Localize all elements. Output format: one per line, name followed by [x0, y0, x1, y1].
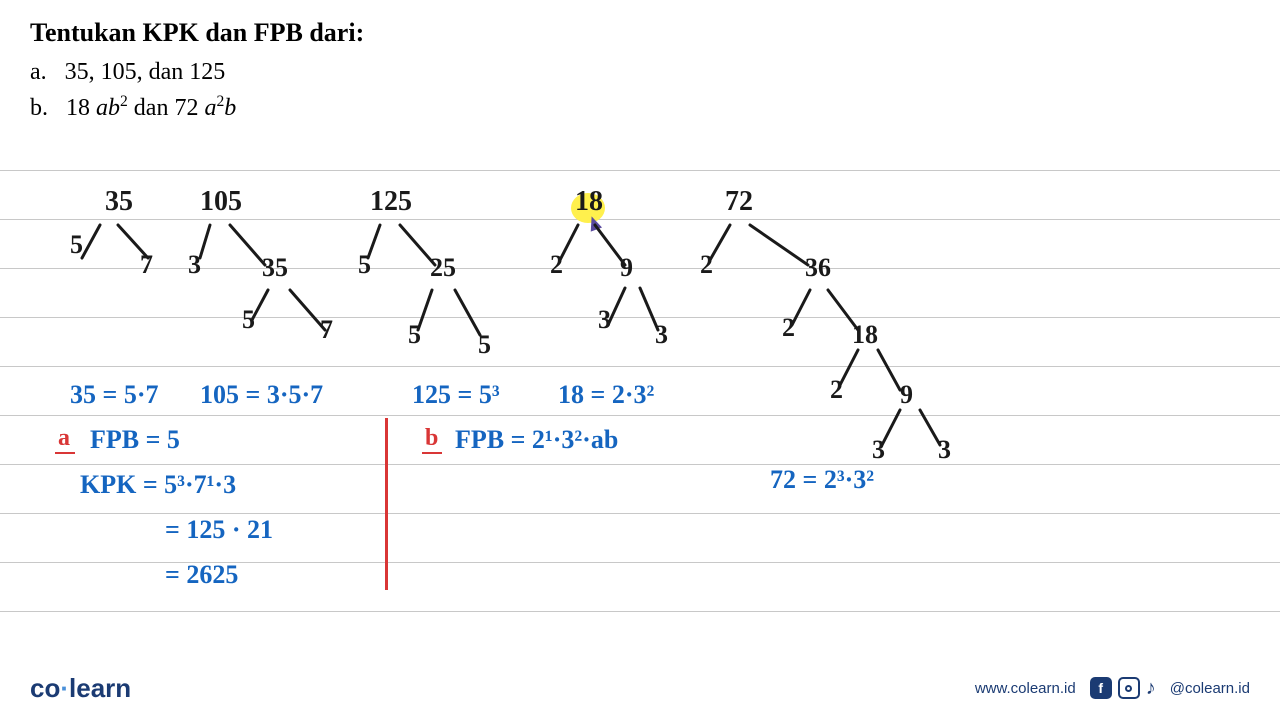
- tiktok-icon[interactable]: ♪: [1146, 677, 1156, 700]
- underline: [422, 452, 442, 454]
- question-block: Tentukan KPK dan FPB dari: a. 35, 105, d…: [0, 0, 1280, 136]
- brand-logo: co·learn: [30, 673, 131, 704]
- question-title: Tentukan KPK dan FPB dari:: [30, 18, 1250, 48]
- handwriting-text: FPB = 2¹·3²·ab: [455, 425, 618, 455]
- handwriting-text: FPB = 5: [90, 425, 180, 455]
- logo-text-1: co: [30, 673, 60, 703]
- underline: [55, 452, 75, 454]
- item-label-a: a.: [30, 59, 47, 85]
- handwriting-text: a: [58, 425, 70, 452]
- vertical-divider: [385, 418, 388, 590]
- handwriting-text: KPK = 5³·7¹·3: [80, 470, 236, 500]
- handwriting-text: = 125 · 21: [165, 515, 273, 545]
- social-handle[interactable]: @colearn.id: [1170, 680, 1250, 697]
- instagram-icon[interactable]: [1118, 677, 1140, 699]
- question-item-a: a. 35, 105, dan 125: [30, 54, 1250, 90]
- footer: co·learn www.colearn.id f ♪ @colearn.id: [0, 656, 1280, 720]
- handwriting-text: 35 = 5·7: [70, 380, 159, 410]
- logo-dot: ·: [60, 673, 69, 703]
- handwriting-text: 125 = 5³: [412, 380, 500, 410]
- item-text-b: 18 ab2 dan 72 a2b: [66, 95, 236, 121]
- handwriting-text: = 2625: [165, 560, 238, 590]
- facebook-icon[interactable]: f: [1090, 677, 1112, 699]
- footer-right: www.colearn.id f ♪ @colearn.id: [975, 677, 1250, 700]
- handwriting-text: 72 = 2³·3²: [770, 465, 874, 495]
- handwriting-text: 18 = 2·3²: [558, 380, 654, 410]
- logo-text-2: learn: [69, 673, 131, 703]
- footer-url[interactable]: www.colearn.id: [975, 680, 1076, 697]
- item-label-b: b.: [30, 95, 48, 121]
- question-item-b: b. 18 ab2 dan 72 a2b: [30, 90, 1250, 126]
- item-text-a: 35, 105, dan 125: [65, 59, 226, 85]
- handwriting-text: 105 = 3·5·7: [200, 380, 323, 410]
- social-icons: f ♪: [1090, 677, 1156, 700]
- handwriting-text: b: [425, 425, 438, 452]
